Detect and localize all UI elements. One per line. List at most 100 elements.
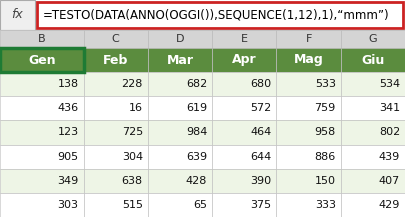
Text: Gen: Gen [28,54,55,66]
Bar [341,48,405,72]
Text: 680: 680 [250,79,271,89]
Text: 802: 802 [379,127,400,137]
Bar [277,30,341,48]
Text: 407: 407 [379,176,400,186]
Text: 304: 304 [122,152,143,162]
Bar [83,169,148,193]
Text: 682: 682 [186,79,207,89]
Bar [148,72,212,96]
Bar [83,30,148,48]
Text: 886: 886 [314,152,336,162]
Bar [148,145,212,169]
Bar [341,30,405,48]
Bar [341,72,405,96]
Text: C: C [112,34,119,44]
Text: 619: 619 [186,103,207,113]
Text: Apr: Apr [232,54,257,66]
Text: 958: 958 [314,127,336,137]
Text: 984: 984 [186,127,207,137]
Bar [148,120,212,145]
Text: 639: 639 [186,152,207,162]
Bar [277,48,341,72]
Bar [148,193,212,217]
Text: F: F [305,34,312,44]
Text: 333: 333 [315,200,336,210]
Text: 439: 439 [379,152,400,162]
Text: 464: 464 [250,127,271,137]
Text: 429: 429 [379,200,400,210]
Text: 533: 533 [315,79,336,89]
Text: 515: 515 [122,200,143,210]
Bar [341,193,405,217]
Bar [212,169,277,193]
Bar [0,169,83,193]
Text: B: B [38,34,46,44]
Text: E: E [241,34,248,44]
Bar [0,0,35,30]
Text: 341: 341 [379,103,400,113]
Bar [212,48,277,72]
Bar [341,145,405,169]
Text: 123: 123 [58,127,79,137]
Bar [0,30,83,48]
Text: Feb: Feb [103,54,128,66]
Text: 390: 390 [250,176,271,186]
Text: 534: 534 [379,79,400,89]
Text: 228: 228 [122,79,143,89]
Bar [0,120,83,145]
Bar [341,96,405,120]
Bar [37,2,403,28]
Bar [0,72,83,96]
Bar [83,120,148,145]
Text: 303: 303 [58,200,79,210]
Bar [341,169,405,193]
Text: 428: 428 [186,176,207,186]
Bar [148,48,212,72]
Bar [0,145,83,169]
Bar [83,48,148,72]
Bar [212,72,277,96]
Bar [341,120,405,145]
Bar [277,120,341,145]
Text: 16: 16 [129,103,143,113]
Text: 725: 725 [122,127,143,137]
Text: Mag: Mag [294,54,324,66]
Bar [148,169,212,193]
Bar [277,193,341,217]
Bar [277,72,341,96]
Bar [277,145,341,169]
Text: 349: 349 [58,176,79,186]
Text: fx: fx [12,8,23,21]
Text: 572: 572 [250,103,271,113]
Text: 138: 138 [58,79,79,89]
Text: 436: 436 [58,103,79,113]
Bar [0,48,83,72]
Bar [0,48,83,72]
Bar [212,120,277,145]
Bar [212,96,277,120]
Text: 150: 150 [315,176,336,186]
Bar [0,96,83,120]
Text: Giu: Giu [361,54,384,66]
Text: G: G [369,34,377,44]
Bar [212,193,277,217]
Text: 905: 905 [58,152,79,162]
Bar [83,145,148,169]
Text: Mar: Mar [166,54,194,66]
Text: 65: 65 [193,200,207,210]
Text: D: D [176,34,184,44]
Bar [277,96,341,120]
Bar [148,30,212,48]
Text: 759: 759 [314,103,336,113]
Bar [212,145,277,169]
Bar [0,193,83,217]
Text: 638: 638 [122,176,143,186]
Text: 644: 644 [250,152,271,162]
Bar [212,30,277,48]
Text: =TESTO(DATA(ANNO(OGGI()),SEQUENCE(1,12),1),“mmm”): =TESTO(DATA(ANNO(OGGI()),SEQUENCE(1,12),… [43,8,390,21]
Bar [277,169,341,193]
Bar [83,96,148,120]
Bar [148,96,212,120]
Bar [83,72,148,96]
Text: 375: 375 [250,200,271,210]
